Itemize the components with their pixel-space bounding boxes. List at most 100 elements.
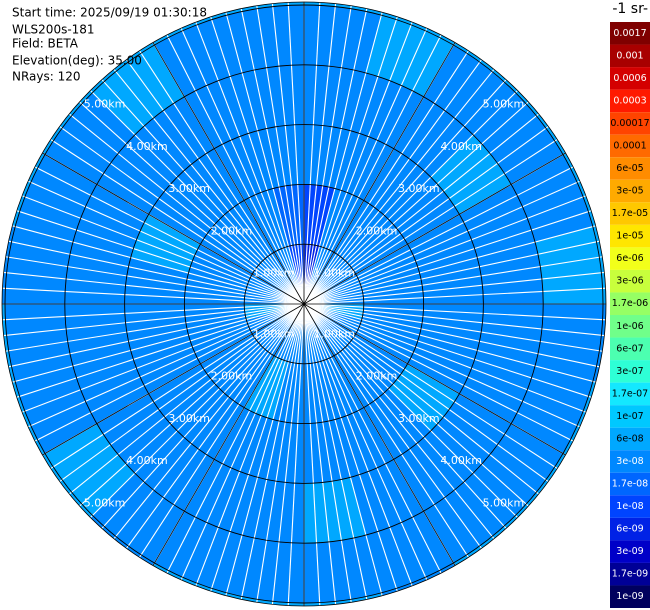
ray-gap (21, 303, 305, 413)
colorbar-label: 0.0006 (613, 73, 646, 84)
ray-gap (2, 287, 305, 305)
ray-gap (303, 303, 413, 587)
colorbar: 0.0017 0.001 0.0006 0.0003 0.00017 0.0001 6e-0… (610, 22, 650, 608)
ray-gap (303, 34, 442, 305)
ray-gap (303, 303, 587, 413)
cell (130, 214, 201, 274)
cell (459, 184, 536, 258)
cell (423, 45, 516, 135)
range-ring (4, 4, 604, 604)
ring-label: 3.00km (168, 412, 210, 425)
colorbar-label: 1e-07 (616, 411, 643, 422)
ray-gap (303, 303, 600, 368)
colorbar-label: 3e-09 (616, 546, 643, 557)
colorbar-cell (610, 585, 650, 608)
ray-gap (303, 210, 592, 305)
cell (304, 535, 382, 604)
ray-gap (256, 5, 305, 305)
cell (515, 90, 566, 155)
colorbar-cell (610, 427, 650, 451)
cell (148, 177, 220, 245)
ray-gap (303, 79, 507, 305)
colorbar-label: 0.001 (616, 50, 643, 61)
cell (511, 365, 593, 454)
ray-gap (303, 2, 321, 305)
spoke (42, 303, 305, 456)
ray-gap (126, 303, 305, 549)
colorbar-cell (610, 224, 650, 248)
colorbar-label: 0.0003 (613, 95, 646, 106)
ray-gap (5, 303, 305, 352)
spoke (152, 42, 305, 305)
ray-gap (303, 271, 605, 305)
cell (453, 42, 518, 93)
ray-gap (303, 8, 368, 305)
ray-gap (303, 240, 600, 305)
ring-label: 5.00km (483, 496, 525, 509)
outer-edge (1, 1, 607, 607)
ring-label: 2.00km (211, 370, 253, 383)
cell (226, 535, 304, 604)
colorbar-cell (610, 44, 650, 68)
ray-gap (21, 195, 305, 305)
cell (15, 365, 97, 454)
cell (477, 304, 544, 366)
ring-label: 3.00km (398, 412, 440, 425)
range-ring (183, 183, 425, 425)
cell (365, 511, 454, 593)
ray-gap (303, 303, 507, 529)
ray-gap (303, 3, 337, 305)
cell (214, 130, 274, 201)
info-text: WLS200s-181 (12, 23, 95, 37)
cell (96, 393, 178, 474)
colorbar-label: 0.0017 (613, 28, 646, 39)
colorbar-label: 1.7e-07 (612, 388, 648, 399)
ray-gap (256, 303, 305, 603)
cell (363, 148, 431, 220)
colorbar-label: 3e-06 (616, 276, 643, 287)
ray-gap (303, 303, 529, 507)
cell (15, 154, 97, 243)
cell (350, 72, 424, 149)
ray-gap (225, 303, 305, 596)
cell (242, 64, 304, 131)
spoke (303, 152, 566, 305)
colorbar-cell (610, 67, 650, 90)
ray-gap (139, 50, 305, 305)
ray-gap (303, 303, 495, 540)
ray-gap (126, 59, 305, 305)
ray-gap (50, 139, 305, 305)
info-text: NRays: 120 (12, 70, 81, 84)
ray-gap (2, 303, 305, 321)
ray-gap (303, 21, 413, 305)
ray-gap (303, 303, 368, 600)
cell (473, 423, 563, 516)
cell (511, 154, 593, 243)
ray-gap (271, 303, 305, 605)
ray-gap (303, 50, 469, 305)
ray-gap (139, 303, 305, 558)
ray-gap (303, 303, 442, 574)
colorbar-label: 1e-08 (616, 501, 643, 512)
colorbar-label: 6e-09 (616, 524, 643, 535)
cell (177, 148, 245, 220)
cell (535, 304, 604, 382)
cell (226, 4, 304, 73)
colorbar-cell (610, 405, 650, 428)
ray-gap (27, 180, 305, 305)
ring-label: 4.00km (440, 454, 482, 467)
ray-gap (59, 126, 305, 305)
ring-label: 1.00km (313, 327, 355, 340)
range-ring (64, 64, 544, 544)
colorbar-cell (610, 382, 650, 406)
colorbar-label: 1.7e-06 (612, 298, 648, 309)
ray-gap (166, 34, 305, 305)
ring-label: 1.00km (313, 267, 355, 280)
cell (72, 350, 149, 424)
ring-label: 5.00km (84, 98, 126, 111)
ray-gap (303, 303, 482, 549)
ray-gap (303, 113, 540, 305)
ring-label: 2.00km (356, 224, 398, 237)
ray-gap (16, 210, 305, 305)
cell (430, 393, 512, 474)
